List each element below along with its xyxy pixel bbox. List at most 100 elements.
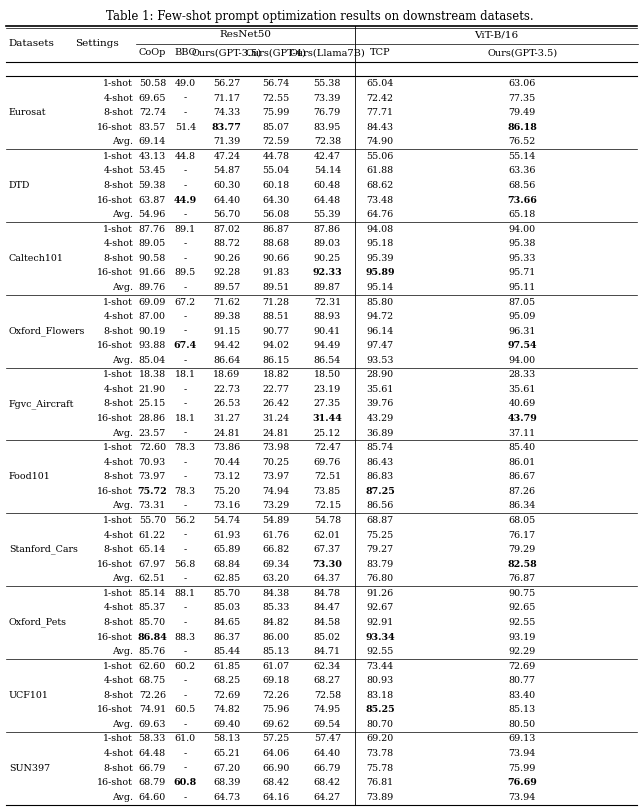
Text: 54.87: 54.87	[213, 166, 241, 175]
Text: 63.36: 63.36	[509, 166, 536, 175]
Text: 90.75: 90.75	[509, 589, 536, 598]
Text: -: -	[184, 792, 187, 802]
Text: 66.79: 66.79	[314, 764, 341, 773]
Text: 87.25: 87.25	[365, 487, 395, 496]
Text: 54.89: 54.89	[262, 516, 290, 525]
Text: 73.30: 73.30	[312, 560, 342, 569]
Text: 68.75: 68.75	[139, 676, 166, 685]
Text: 71.28: 71.28	[262, 298, 290, 307]
Text: 4-shot: 4-shot	[104, 603, 133, 612]
Text: Avg.: Avg.	[112, 428, 133, 438]
Text: 86.34: 86.34	[509, 501, 536, 510]
Text: 96.14: 96.14	[367, 327, 394, 336]
Text: 89.03: 89.03	[314, 239, 341, 248]
Text: Avg.: Avg.	[112, 647, 133, 656]
Text: 73.85: 73.85	[314, 487, 341, 496]
Text: 16-shot: 16-shot	[97, 560, 133, 569]
Text: 95.71: 95.71	[509, 268, 536, 277]
Text: 56.2: 56.2	[175, 516, 196, 525]
Text: -: -	[184, 385, 187, 394]
Text: -: -	[184, 530, 187, 539]
Text: Avg.: Avg.	[112, 283, 133, 292]
Text: 88.3: 88.3	[175, 633, 196, 642]
Text: 71.62: 71.62	[213, 298, 241, 307]
Text: Stanford_Cars: Stanford_Cars	[9, 545, 78, 555]
Text: 90.58: 90.58	[139, 254, 166, 263]
Text: 89.51: 89.51	[262, 283, 290, 292]
Text: -: -	[184, 603, 187, 612]
Text: 68.87: 68.87	[367, 516, 394, 525]
Text: 68.42: 68.42	[262, 779, 290, 787]
Text: -: -	[184, 676, 187, 685]
Text: 16-shot: 16-shot	[97, 706, 133, 714]
Text: 24.81: 24.81	[213, 428, 241, 438]
Text: -: -	[184, 501, 187, 510]
Text: 16-shot: 16-shot	[97, 487, 133, 496]
Text: 69.63: 69.63	[139, 720, 166, 729]
Text: 73.31: 73.31	[139, 501, 166, 510]
Text: 92.91: 92.91	[367, 618, 394, 627]
Text: 67.20: 67.20	[213, 764, 241, 773]
Text: 85.04: 85.04	[139, 356, 166, 365]
Text: 1-shot: 1-shot	[104, 589, 133, 598]
Text: ResNet50: ResNet50	[219, 30, 271, 40]
Text: 86.56: 86.56	[367, 501, 394, 510]
Text: 67.4: 67.4	[173, 341, 197, 350]
Text: 64.06: 64.06	[262, 749, 290, 758]
Text: 74.95: 74.95	[314, 706, 341, 714]
Text: 84.65: 84.65	[213, 618, 241, 627]
Text: 4-shot: 4-shot	[104, 676, 133, 685]
Text: 72.74: 72.74	[139, 108, 166, 117]
Text: -: -	[184, 764, 187, 773]
Text: 56.08: 56.08	[262, 210, 290, 219]
Text: 64.16: 64.16	[262, 792, 290, 802]
Text: 90.26: 90.26	[213, 254, 241, 263]
Text: 28.33: 28.33	[509, 371, 536, 380]
Text: 69.54: 69.54	[314, 720, 341, 729]
Text: -: -	[184, 210, 187, 219]
Text: 4-shot: 4-shot	[104, 385, 133, 394]
Text: 75.99: 75.99	[262, 108, 290, 117]
Text: Oxford_Pets: Oxford_Pets	[9, 618, 67, 627]
Text: 22.73: 22.73	[213, 385, 241, 394]
Text: 84.43: 84.43	[367, 122, 394, 131]
Text: 85.44: 85.44	[213, 647, 241, 656]
Text: 84.82: 84.82	[262, 618, 290, 627]
Text: 26.53: 26.53	[213, 400, 241, 409]
Text: 74.82: 74.82	[213, 706, 241, 714]
Text: 93.53: 93.53	[367, 356, 394, 365]
Text: 90.25: 90.25	[314, 254, 341, 263]
Text: 85.13: 85.13	[262, 647, 290, 656]
Text: 44.8: 44.8	[175, 152, 196, 161]
Text: 44.78: 44.78	[262, 152, 290, 161]
Text: 67.37: 67.37	[314, 545, 341, 554]
Text: 55.06: 55.06	[367, 152, 394, 161]
Text: -: -	[184, 181, 187, 190]
Text: -: -	[184, 93, 187, 102]
Text: 73.39: 73.39	[314, 93, 341, 102]
Text: -: -	[184, 239, 187, 248]
Text: 85.02: 85.02	[314, 633, 341, 642]
Text: Ours(GPT-3.5): Ours(GPT-3.5)	[192, 48, 262, 58]
Text: 43.29: 43.29	[367, 414, 394, 423]
Text: 87.00: 87.00	[139, 312, 166, 321]
Text: Fgvc_Aircraft: Fgvc_Aircraft	[9, 399, 74, 409]
Text: 72.26: 72.26	[139, 691, 166, 700]
Text: 90.77: 90.77	[262, 327, 290, 336]
Text: 18.1: 18.1	[175, 371, 196, 380]
Text: 73.86: 73.86	[213, 443, 241, 453]
Text: 76.52: 76.52	[509, 137, 536, 146]
Text: 1-shot: 1-shot	[104, 371, 133, 380]
Text: 4-shot: 4-shot	[104, 749, 133, 758]
Text: ViT-B/16: ViT-B/16	[475, 30, 518, 40]
Text: 68.42: 68.42	[314, 779, 341, 787]
Text: 95.09: 95.09	[509, 312, 536, 321]
Text: TCP: TCP	[370, 48, 390, 58]
Text: 64.27: 64.27	[314, 792, 341, 802]
Text: 16-shot: 16-shot	[97, 268, 133, 277]
Text: 60.48: 60.48	[314, 181, 341, 190]
Text: 18.82: 18.82	[262, 371, 290, 380]
Text: 83.57: 83.57	[139, 122, 166, 131]
Text: 73.29: 73.29	[262, 501, 290, 510]
Text: 64.76: 64.76	[367, 210, 394, 219]
